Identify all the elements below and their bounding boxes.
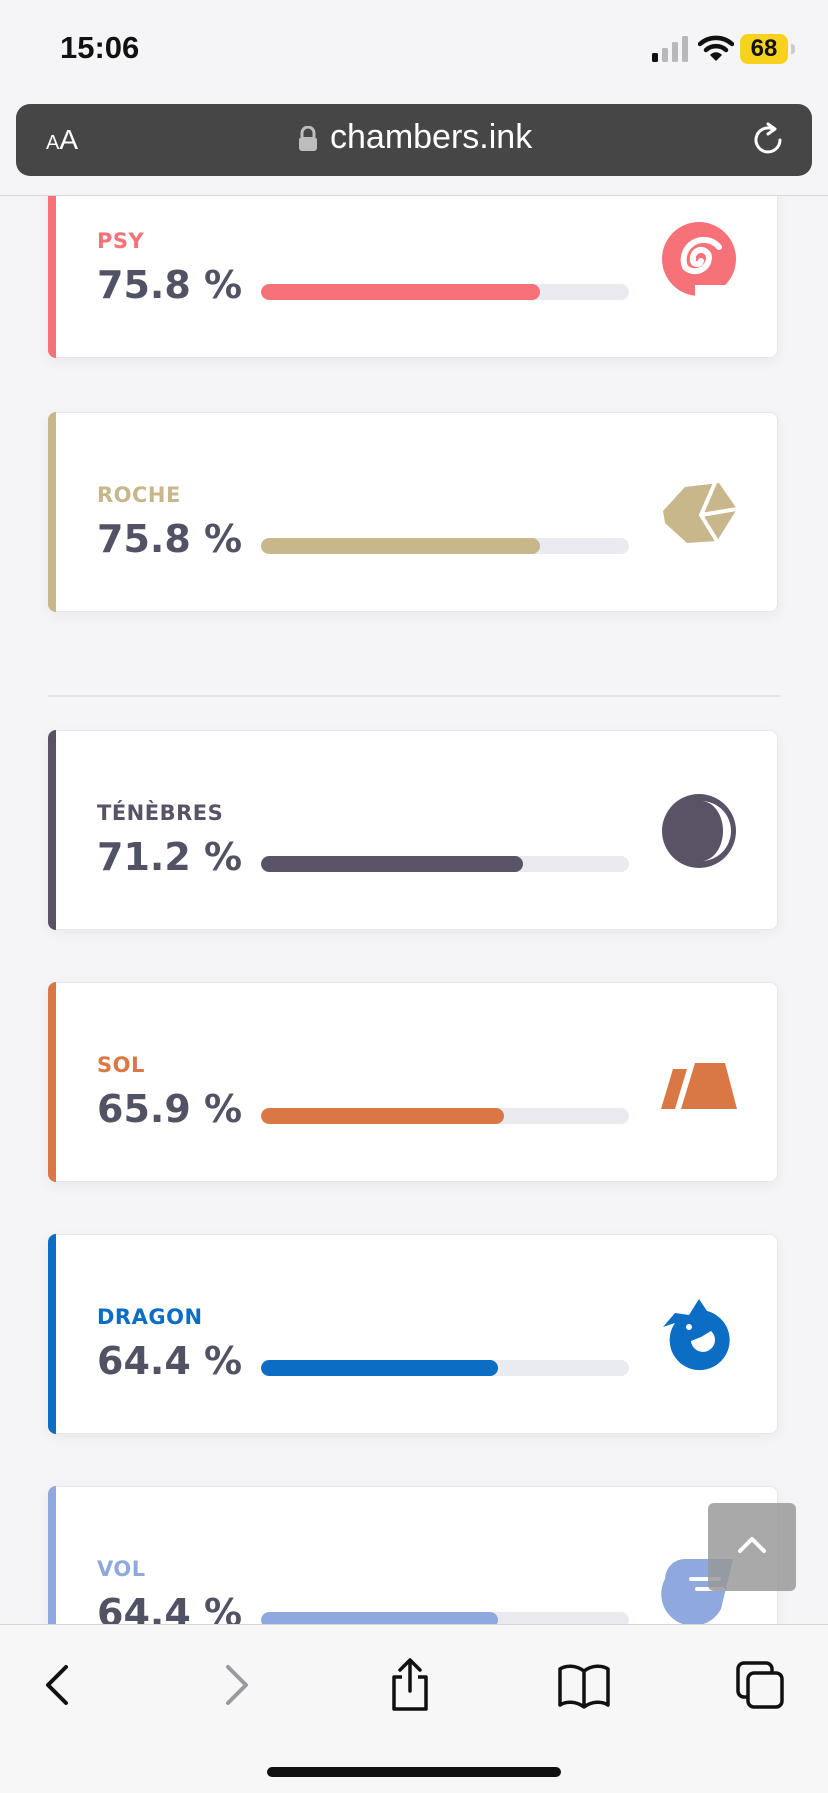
type-card-tenebres: TÉNÈBRES 71.2 % (48, 730, 778, 930)
ground-icon (661, 1063, 737, 1109)
progress-fill (261, 1612, 498, 1624)
type-card-roche: ROCHE 75.8 % (48, 412, 778, 612)
dragon-icon (663, 1299, 730, 1371)
type-label: ROCHE (97, 483, 181, 507)
back-icon[interactable] (28, 1655, 88, 1715)
progress-fill (261, 284, 540, 300)
psychic-spiral-icon (662, 222, 736, 297)
type-accent (48, 982, 56, 1182)
progress-fill (261, 1360, 498, 1376)
lock-icon (299, 126, 317, 151)
home-indicator (267, 1767, 561, 1777)
type-accent (48, 1234, 56, 1434)
progress-track (261, 1612, 629, 1624)
section-divider (48, 695, 780, 697)
tabs-icon[interactable] (730, 1655, 790, 1715)
type-percentage: 75.8 % (97, 517, 243, 561)
battery-indicator: 68 (740, 34, 788, 64)
progress-track (261, 538, 629, 554)
progress-fill (261, 538, 540, 554)
status-bar: 15:06 68 (0, 0, 828, 100)
cellular-signal-icon (652, 36, 688, 62)
type-accent (48, 730, 56, 930)
dark-moon-icon (662, 794, 736, 868)
type-label: PSY (97, 229, 145, 253)
type-percentage: 75.8 % (97, 263, 243, 307)
text-size-button[interactable]: AA (46, 124, 79, 155)
toolbar-separator (0, 195, 828, 196)
type-label: VOL (97, 1557, 146, 1581)
type-accent (48, 412, 56, 612)
type-accent (48, 1486, 56, 1624)
type-label: SOL (97, 1053, 145, 1077)
type-percentage: 64.4 % (97, 1591, 243, 1624)
progress-track (261, 1108, 629, 1124)
forward-icon[interactable] (206, 1655, 266, 1715)
rock-icon (663, 482, 737, 543)
type-label: DRAGON (97, 1305, 203, 1329)
scroll-to-top-button[interactable] (708, 1503, 796, 1591)
type-card-dragon: DRAGON 64.4 % (48, 1234, 778, 1434)
progress-track (261, 284, 629, 300)
status-time: 15:06 (60, 30, 140, 65)
type-card-psy: PSY 75.8 % (48, 196, 778, 358)
type-label: TÉNÈBRES (97, 801, 224, 825)
chevron-up-icon (738, 1537, 766, 1553)
wifi-icon (698, 35, 734, 61)
progress-fill (261, 1108, 504, 1124)
battery-tip (791, 44, 795, 54)
reload-icon[interactable] (750, 122, 786, 158)
type-card-vol: VOL 64.4 % (48, 1486, 778, 1624)
browser-toolbar (0, 1624, 828, 1793)
type-stats-list: PSY 75.8 % ROCHE 75.8 % TÉNÈBRES 71.2 % (0, 196, 828, 1624)
type-percentage: 64.4 % (97, 1339, 243, 1383)
type-percentage: 65.9 % (97, 1087, 243, 1131)
bookmarks-icon[interactable] (554, 1655, 614, 1715)
type-accent (48, 196, 56, 358)
type-card-sol: SOL 65.9 % (48, 982, 778, 1182)
share-icon[interactable] (380, 1655, 440, 1715)
progress-track (261, 856, 629, 872)
progress-fill (261, 856, 524, 872)
type-percentage: 71.2 % (97, 835, 243, 879)
url-text[interactable]: chambers.ink (330, 118, 533, 156)
progress-track (261, 1360, 629, 1376)
address-bar[interactable]: AA chambers.ink (16, 104, 812, 176)
